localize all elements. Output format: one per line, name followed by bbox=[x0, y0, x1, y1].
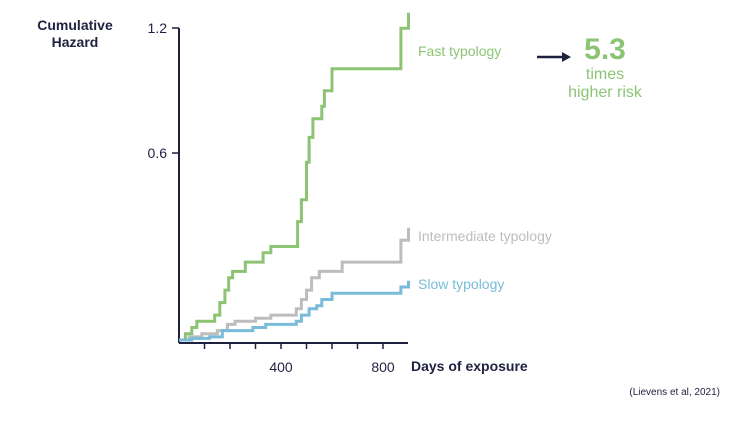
series-label-fast: Fast typology bbox=[418, 43, 501, 59]
series-line-intermediate bbox=[179, 227, 410, 342]
series-line-fast bbox=[179, 12, 410, 342]
x-tick-label: 800 bbox=[371, 359, 395, 375]
citation: (Lievens et al, 2021) bbox=[629, 387, 720, 398]
x-ticks: 400 800 bbox=[203, 343, 395, 375]
y-axis-label-line-2: Hazard bbox=[52, 34, 99, 50]
risk-multiplier-text-2: higher risk bbox=[568, 84, 643, 101]
series-label-intermediate: Intermediate typology bbox=[418, 228, 552, 244]
series-lines bbox=[179, 12, 410, 342]
arrow-icon bbox=[537, 52, 571, 62]
x-axis-label: Days of exposure bbox=[411, 358, 528, 374]
series-line-slow bbox=[179, 280, 410, 342]
y-axis-label-line-1: Cumulative bbox=[37, 17, 113, 33]
x-tick-label: 400 bbox=[269, 359, 293, 375]
series-label-slow: Slow typology bbox=[418, 276, 504, 292]
y-tick-label: 0.6 bbox=[148, 145, 168, 161]
risk-multiplier-text-1: times bbox=[586, 66, 624, 83]
y-ticks: 0.6 1.2 bbox=[148, 20, 179, 161]
y-tick-label: 1.2 bbox=[148, 20, 168, 36]
risk-multiplier-number: 5.3 bbox=[584, 33, 626, 66]
